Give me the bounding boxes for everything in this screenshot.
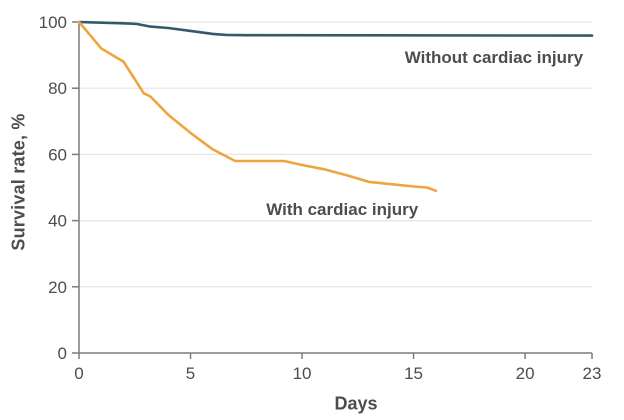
series-label-with-cardiac-injury: With cardiac injury <box>266 200 418 219</box>
x-tick-label: 10 <box>293 364 312 383</box>
x-tick-label: 15 <box>404 364 423 383</box>
x-tick-label: 23 <box>583 364 602 383</box>
y-tick-label: 0 <box>58 344 67 363</box>
y-axis-title: Survival rate, % <box>8 113 29 251</box>
y-tick-label: 20 <box>48 278 67 297</box>
x-axis-title: Days <box>334 393 378 414</box>
series-line-with-cardiac-injury <box>77 20 438 193</box>
y-tick-label: 40 <box>48 212 67 231</box>
y-tick-label: 80 <box>48 79 67 98</box>
y-tick-label: 60 <box>48 145 67 164</box>
x-tick-label: 20 <box>516 364 535 383</box>
series-line-without-cardiac-injury <box>77 20 594 37</box>
series-label-without-cardiac-injury: Without cardiac injury <box>405 48 584 67</box>
x-tick-label: 0 <box>74 364 83 383</box>
y-tick-label: 100 <box>39 13 67 32</box>
x-tick-label: 5 <box>186 364 195 383</box>
